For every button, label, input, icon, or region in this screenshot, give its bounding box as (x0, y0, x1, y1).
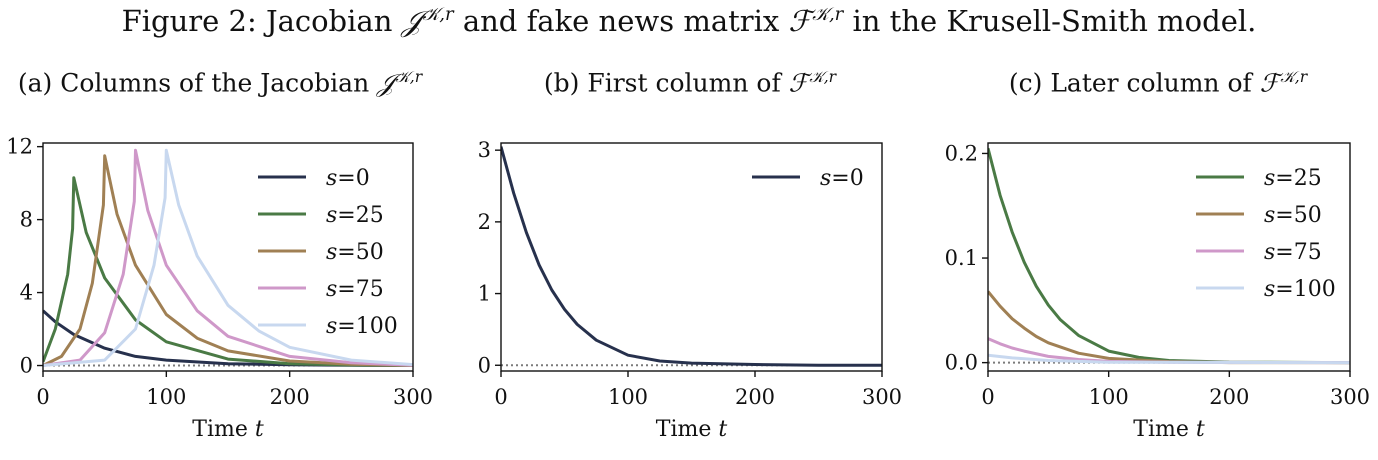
x-tick-label: 200 (735, 385, 775, 409)
x-tick-label: 0 (494, 385, 507, 409)
x-tick-label: 300 (393, 385, 433, 409)
y-tick-label: 1 (478, 282, 491, 306)
series-line-s-50 (988, 290, 1350, 365)
legend-label: s=0 (326, 166, 370, 191)
x-tick-label: 0 (981, 385, 994, 409)
x-tick-label: 300 (862, 385, 902, 409)
plot-frame (987, 142, 1351, 372)
legend-label: s=25 (326, 203, 384, 228)
series-line-s-0 (501, 146, 882, 367)
y-tick-label: 0 (478, 353, 491, 377)
series-line-s-25 (43, 176, 413, 367)
panel-c: 0 100 200 300 0.0 0.1 0.2 Time t s=25 s=50 s=75 s=1… (945, 141, 1370, 442)
x-tick-label: 200 (1209, 385, 1249, 409)
series-line-s-50 (43, 154, 413, 367)
panel-a-title: (a) Columns of the Jacobian 𝒥𝒦,r (17, 68, 423, 98)
x-axis-label: Time t (192, 417, 264, 442)
panel-a: 0 100 200 300 0 4 8 12 Time t s=0 s=25 s=50 s=75 s=10… (6, 135, 433, 442)
x-tick-label: 0 (36, 385, 49, 409)
figure-title: Figure 2: Jacobian 𝒥𝒦,r and fake news ma… (121, 4, 1257, 39)
x-axis-label: Time t (1133, 417, 1205, 442)
panel-c-title: (c) Later column of ℱ𝒦,r (1008, 68, 1308, 98)
y-tick-label: 3 (478, 138, 491, 162)
y-tick-label: 4 (20, 281, 33, 305)
x-tick-label: 300 (1330, 385, 1370, 409)
panel-b-title: (b) First column of ℱ𝒦,r (543, 68, 837, 98)
y-tick-label: 0.2 (945, 141, 978, 165)
legend-label: s=100 (1264, 277, 1336, 302)
x-tick-label: 100 (146, 385, 186, 409)
panel-b: 0 100 200 300 0 1 2 3 Time t s=0 (478, 138, 902, 442)
x-axis-label: Time t (656, 417, 728, 442)
legend-label: s=0 (820, 166, 864, 191)
legend-label: s=75 (326, 277, 384, 302)
series-group (988, 147, 1350, 365)
x-tick-label: 200 (270, 385, 310, 409)
series-line-s-75 (43, 148, 413, 367)
y-tick-label: 12 (6, 135, 33, 159)
y-tick-label: 0.1 (945, 246, 978, 270)
series-line-s-100 (988, 353, 1350, 365)
legend-label: s=25 (1264, 166, 1322, 191)
legend-label: s=100 (326, 314, 398, 339)
series-group (501, 146, 882, 367)
x-tick-label: 100 (608, 385, 648, 409)
series-group (43, 148, 413, 367)
y-tick-label: 0 (20, 354, 33, 378)
legend-label: s=75 (1264, 240, 1322, 265)
series-line-s-100 (43, 148, 413, 367)
y-tick-label: 0.0 (945, 351, 978, 375)
legend-label: s=50 (326, 240, 384, 265)
x-tick-label: 100 (1089, 385, 1129, 409)
y-tick-label: 2 (478, 210, 491, 234)
plot-frame (500, 142, 883, 372)
y-tick-label: 8 (20, 208, 33, 232)
legend-label: s=50 (1264, 203, 1322, 228)
plot-frame (42, 142, 414, 372)
